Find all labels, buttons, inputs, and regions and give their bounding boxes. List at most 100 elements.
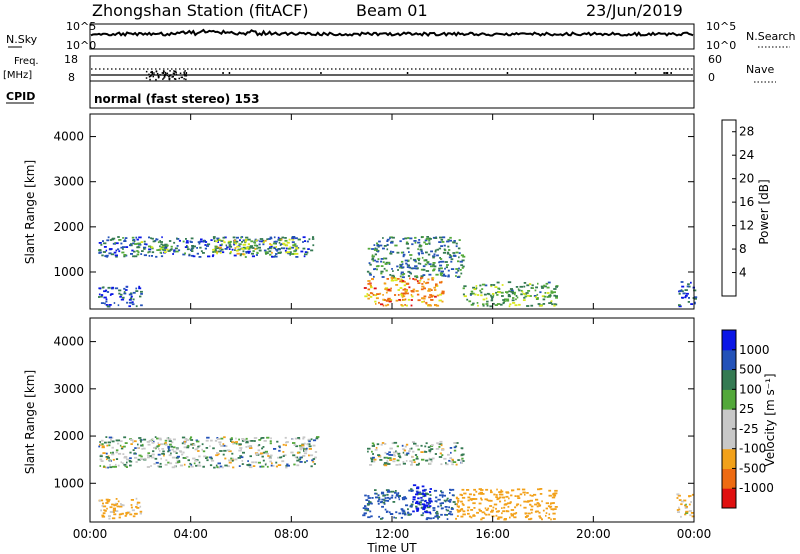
power-cell: [210, 239, 213, 241]
velocity-cell: [411, 456, 414, 458]
power-cell: [143, 248, 146, 250]
power-cell: [390, 276, 394, 279]
velocity-cell: [547, 517, 551, 519]
power-cell: [390, 287, 392, 290]
nave-point: [320, 72, 322, 74]
power-cell: [371, 255, 375, 258]
noise-right-tick-bottom: 10^0: [706, 39, 736, 52]
velocity-cell: [175, 452, 178, 454]
power-cell: [295, 256, 299, 258]
velocity-cell: [451, 463, 454, 466]
velocity-cell: [550, 518, 552, 521]
velocity-cell: [197, 450, 200, 452]
power-cell: [441, 260, 445, 263]
power-cell: [294, 252, 299, 255]
velocity-cell: [416, 507, 419, 510]
velocity-cell: [101, 515, 106, 518]
nave-point: [162, 78, 164, 80]
power-cell: [172, 253, 174, 255]
power-cell: [100, 302, 105, 304]
power-cell: [130, 253, 133, 255]
velocity-cell: [230, 457, 233, 460]
power-cell: [382, 294, 384, 296]
velocity-cell: [303, 452, 308, 455]
power-cell: [368, 262, 371, 264]
velocity-cell: [418, 493, 422, 495]
velocity-cell: [424, 451, 428, 453]
power-cell: [387, 261, 391, 264]
velocity-cell: [151, 438, 154, 440]
velocity-ytick-label: 2000: [53, 429, 84, 443]
power-cell: [160, 243, 163, 246]
velocity-cell: [139, 439, 142, 441]
velocity-cell: [408, 489, 411, 492]
velocity-cell: [497, 497, 501, 500]
velocity-cell: [678, 508, 681, 511]
velocity-cell: [224, 464, 228, 467]
power-cell: [503, 300, 506, 302]
power-cell: [213, 240, 216, 242]
velocity-cell: [438, 456, 443, 458]
power-cell: [293, 243, 297, 246]
power-cell: [294, 237, 298, 240]
velocity-xtick-label: 08:00: [274, 527, 309, 541]
velocity-cell: [251, 461, 255, 464]
velocity-cell: [685, 505, 688, 508]
velocity-cell: [374, 489, 377, 491]
velocity-cell: [500, 493, 504, 496]
power-cell: [204, 244, 207, 246]
velocity-cell: [119, 513, 123, 516]
velocity-cell: [495, 507, 497, 510]
velocity-cell: [529, 503, 531, 506]
velocity-cell: [192, 447, 194, 449]
power-cell: [447, 238, 450, 241]
velocity-cell: [303, 448, 308, 450]
cpid-text: normal (fast stereo) 153: [94, 92, 260, 106]
power-cell: [400, 304, 403, 306]
power-cell: [553, 294, 556, 297]
velocity-cell: [138, 454, 142, 457]
power-cell: [450, 268, 455, 270]
power-cell: [307, 248, 310, 250]
velocity-colorbar-label: 500: [739, 363, 762, 377]
nave-point: [172, 76, 174, 78]
velocity-cell: [462, 504, 465, 506]
power-cell: [387, 288, 391, 291]
power-cell: [104, 302, 106, 305]
power-cell: [681, 285, 685, 288]
velocity-cell: [450, 507, 454, 509]
power-cell: [280, 243, 284, 245]
power-cell: [241, 248, 245, 250]
power-cell: [147, 251, 150, 254]
velocity-cell: [688, 503, 691, 506]
velocity-cell: [423, 506, 427, 509]
velocity-cell: [205, 457, 208, 459]
power-cell: [395, 284, 399, 286]
power-cell: [486, 304, 489, 307]
power-cell: [100, 243, 103, 246]
power-cell: [404, 291, 407, 294]
power-cell: [455, 242, 458, 245]
power-cell: [504, 298, 507, 301]
velocity-cell: [504, 499, 506, 502]
velocity-cell: [425, 511, 429, 514]
power-cell: [252, 250, 255, 252]
power-cell: [164, 243, 168, 246]
power-cell: [251, 255, 255, 258]
power-cell: [269, 243, 272, 245]
power-cell: [528, 283, 532, 285]
velocity-cell: [365, 507, 368, 510]
velocity-cell: [264, 462, 267, 465]
power-cell: [555, 295, 558, 297]
power-cell: [550, 292, 554, 294]
velocity-cell: [370, 457, 372, 460]
power-cell: [449, 254, 452, 256]
power-cell: [421, 252, 424, 255]
power-cell: [393, 275, 395, 278]
power-cell: [390, 241, 394, 244]
power-cell: [518, 303, 521, 306]
velocity-cell: [401, 497, 404, 499]
power-cell: [447, 269, 450, 272]
power-cell: [470, 303, 474, 306]
velocity-cell: [191, 444, 196, 446]
